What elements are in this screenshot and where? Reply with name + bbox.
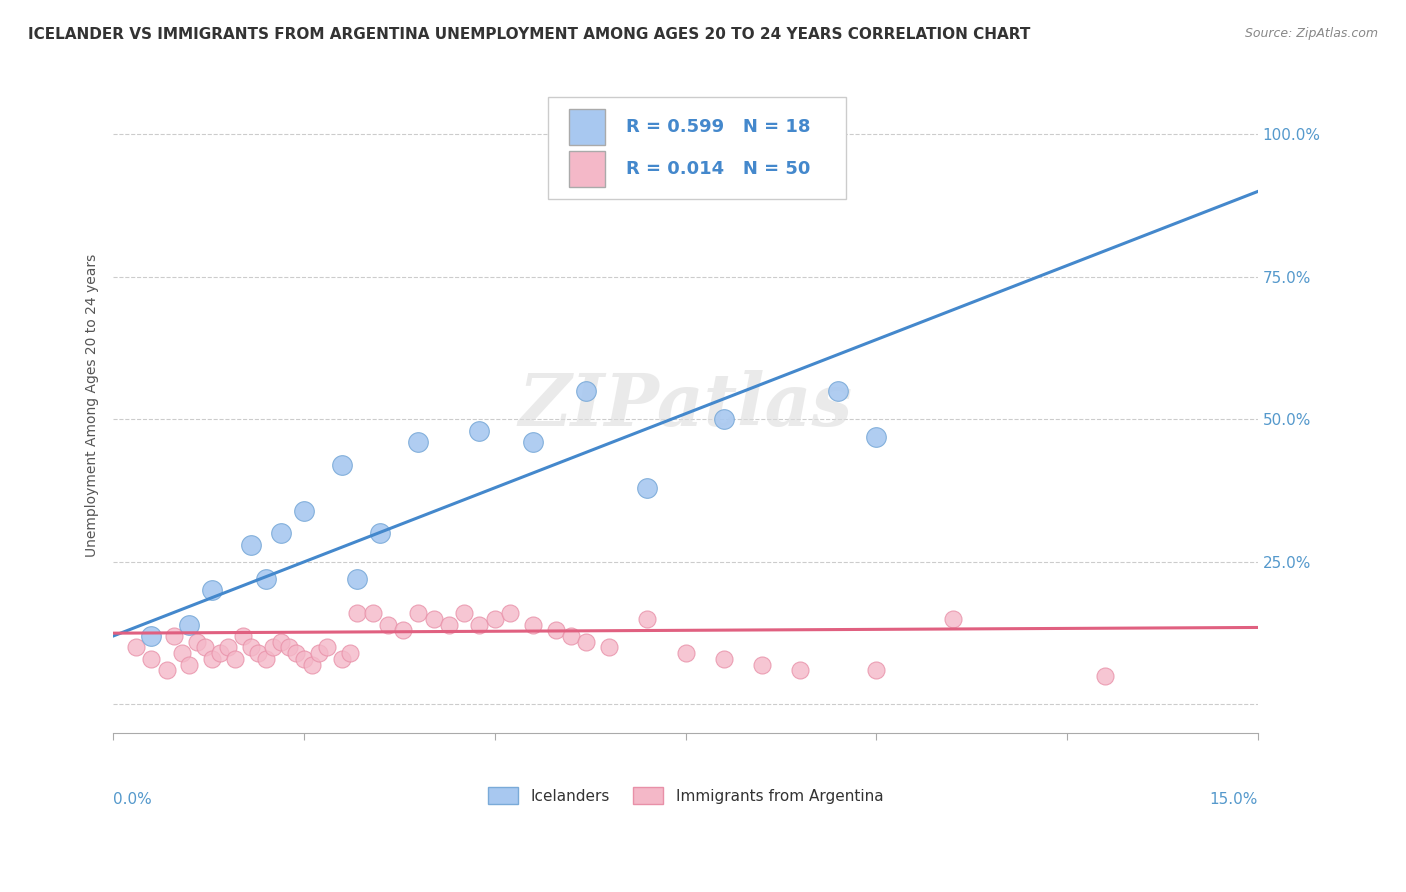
Point bbox=[155, 663, 177, 677]
Legend: Icelanders, Immigrants from Argentina: Icelanders, Immigrants from Argentina bbox=[482, 780, 890, 811]
Point bbox=[254, 652, 277, 666]
Point bbox=[598, 640, 620, 655]
Text: 0.0%: 0.0% bbox=[114, 792, 152, 807]
Point bbox=[636, 481, 658, 495]
Point bbox=[751, 657, 773, 672]
Point bbox=[713, 412, 735, 426]
Point bbox=[262, 640, 284, 655]
Text: Source: ZipAtlas.com: Source: ZipAtlas.com bbox=[1244, 27, 1378, 40]
Point bbox=[224, 652, 246, 666]
Point bbox=[437, 617, 460, 632]
Point bbox=[179, 657, 201, 672]
Point bbox=[270, 526, 292, 541]
Point bbox=[208, 646, 231, 660]
Point bbox=[675, 646, 697, 660]
Point bbox=[522, 617, 544, 632]
Point bbox=[292, 652, 315, 666]
Point bbox=[141, 652, 163, 666]
Point bbox=[827, 384, 849, 398]
Point bbox=[330, 458, 353, 472]
Point bbox=[239, 640, 262, 655]
FancyBboxPatch shape bbox=[548, 97, 846, 199]
Point bbox=[247, 646, 270, 660]
Point bbox=[368, 526, 391, 541]
Point bbox=[201, 583, 224, 598]
Point bbox=[408, 606, 430, 620]
Point bbox=[636, 612, 658, 626]
Point bbox=[239, 538, 262, 552]
Point bbox=[942, 612, 965, 626]
Point bbox=[315, 640, 337, 655]
Point bbox=[713, 652, 735, 666]
Point bbox=[377, 617, 399, 632]
Point bbox=[484, 612, 506, 626]
Point bbox=[422, 612, 444, 626]
Point bbox=[339, 646, 361, 660]
Point bbox=[544, 624, 567, 638]
Point bbox=[301, 657, 323, 672]
Text: 15.0%: 15.0% bbox=[1209, 792, 1258, 807]
Point bbox=[277, 640, 299, 655]
FancyBboxPatch shape bbox=[569, 109, 606, 145]
Point bbox=[217, 640, 239, 655]
Point bbox=[125, 640, 148, 655]
Point bbox=[789, 663, 811, 677]
Point bbox=[186, 634, 208, 648]
Point bbox=[468, 617, 491, 632]
Point bbox=[499, 606, 522, 620]
Point bbox=[201, 652, 224, 666]
Point bbox=[865, 429, 887, 443]
Point bbox=[163, 629, 186, 643]
Text: R = 0.014   N = 50: R = 0.014 N = 50 bbox=[626, 161, 810, 178]
Point bbox=[575, 634, 598, 648]
Point bbox=[408, 435, 430, 450]
Point bbox=[361, 606, 384, 620]
Point bbox=[865, 663, 887, 677]
FancyBboxPatch shape bbox=[569, 151, 606, 187]
Point bbox=[522, 435, 544, 450]
Point bbox=[270, 634, 292, 648]
Point bbox=[468, 424, 491, 438]
Point bbox=[575, 384, 598, 398]
Point bbox=[346, 606, 368, 620]
Point bbox=[170, 646, 193, 660]
Point bbox=[254, 572, 277, 586]
Point bbox=[285, 646, 308, 660]
Point bbox=[232, 629, 254, 643]
Text: ZIPatlas: ZIPatlas bbox=[519, 369, 852, 441]
Point bbox=[560, 629, 582, 643]
Point bbox=[292, 503, 315, 517]
Point bbox=[346, 572, 368, 586]
Text: ICELANDER VS IMMIGRANTS FROM ARGENTINA UNEMPLOYMENT AMONG AGES 20 TO 24 YEARS CO: ICELANDER VS IMMIGRANTS FROM ARGENTINA U… bbox=[28, 27, 1031, 42]
Point bbox=[179, 617, 201, 632]
Text: R = 0.599   N = 18: R = 0.599 N = 18 bbox=[626, 118, 810, 136]
Point bbox=[392, 624, 415, 638]
Point bbox=[1094, 669, 1116, 683]
Point bbox=[308, 646, 330, 660]
Point bbox=[330, 652, 353, 666]
Point bbox=[141, 629, 163, 643]
Point bbox=[194, 640, 217, 655]
Y-axis label: Unemployment Among Ages 20 to 24 years: Unemployment Among Ages 20 to 24 years bbox=[86, 253, 100, 557]
Point bbox=[453, 606, 475, 620]
